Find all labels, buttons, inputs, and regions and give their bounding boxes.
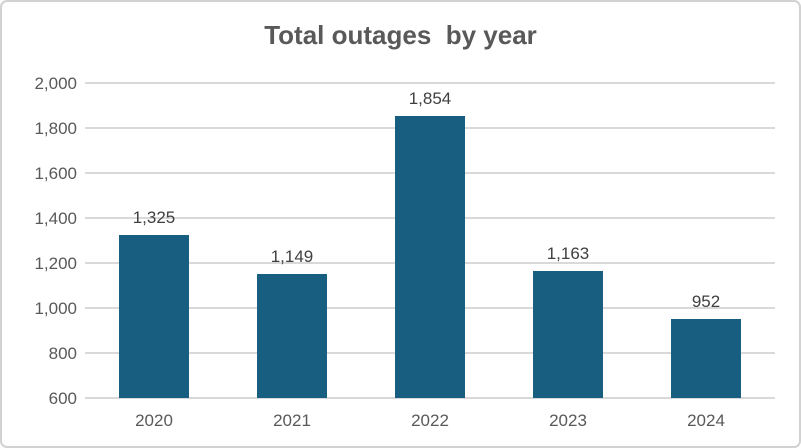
gridline xyxy=(85,82,775,84)
bar-2022 xyxy=(395,116,465,398)
chart-title: Total outages by year xyxy=(264,20,537,50)
bar-value-label: 1,163 xyxy=(546,244,590,263)
bar-value-label: 1,149 xyxy=(270,247,314,266)
y-tick-label: 2,000 xyxy=(34,74,77,93)
x-tick-label: 2022 xyxy=(411,411,449,430)
bar-value-label: 952 xyxy=(691,292,721,311)
bar-2020 xyxy=(119,235,189,398)
y-tick-label: 1,600 xyxy=(34,164,77,183)
x-tick-label: 2024 xyxy=(687,411,725,430)
y-tick-label: 1,000 xyxy=(34,299,77,318)
y-tick-label: 1,400 xyxy=(34,209,77,228)
y-tick-label: 1,800 xyxy=(34,119,77,138)
x-tick-label: 2021 xyxy=(273,411,311,430)
bar-2021 xyxy=(257,274,327,398)
bar-value-label: 1,854 xyxy=(408,89,452,108)
bar-2024 xyxy=(671,319,741,398)
y-tick-label: 800 xyxy=(48,344,77,363)
y-tick-label: 600 xyxy=(48,389,77,408)
gridline xyxy=(85,397,775,399)
bar-value-label: 1,325 xyxy=(132,208,176,227)
x-tick-label: 2023 xyxy=(549,411,587,430)
y-tick-label: 1,200 xyxy=(34,254,77,273)
bar-2023 xyxy=(533,271,603,398)
x-tick-label: 2020 xyxy=(135,411,173,430)
